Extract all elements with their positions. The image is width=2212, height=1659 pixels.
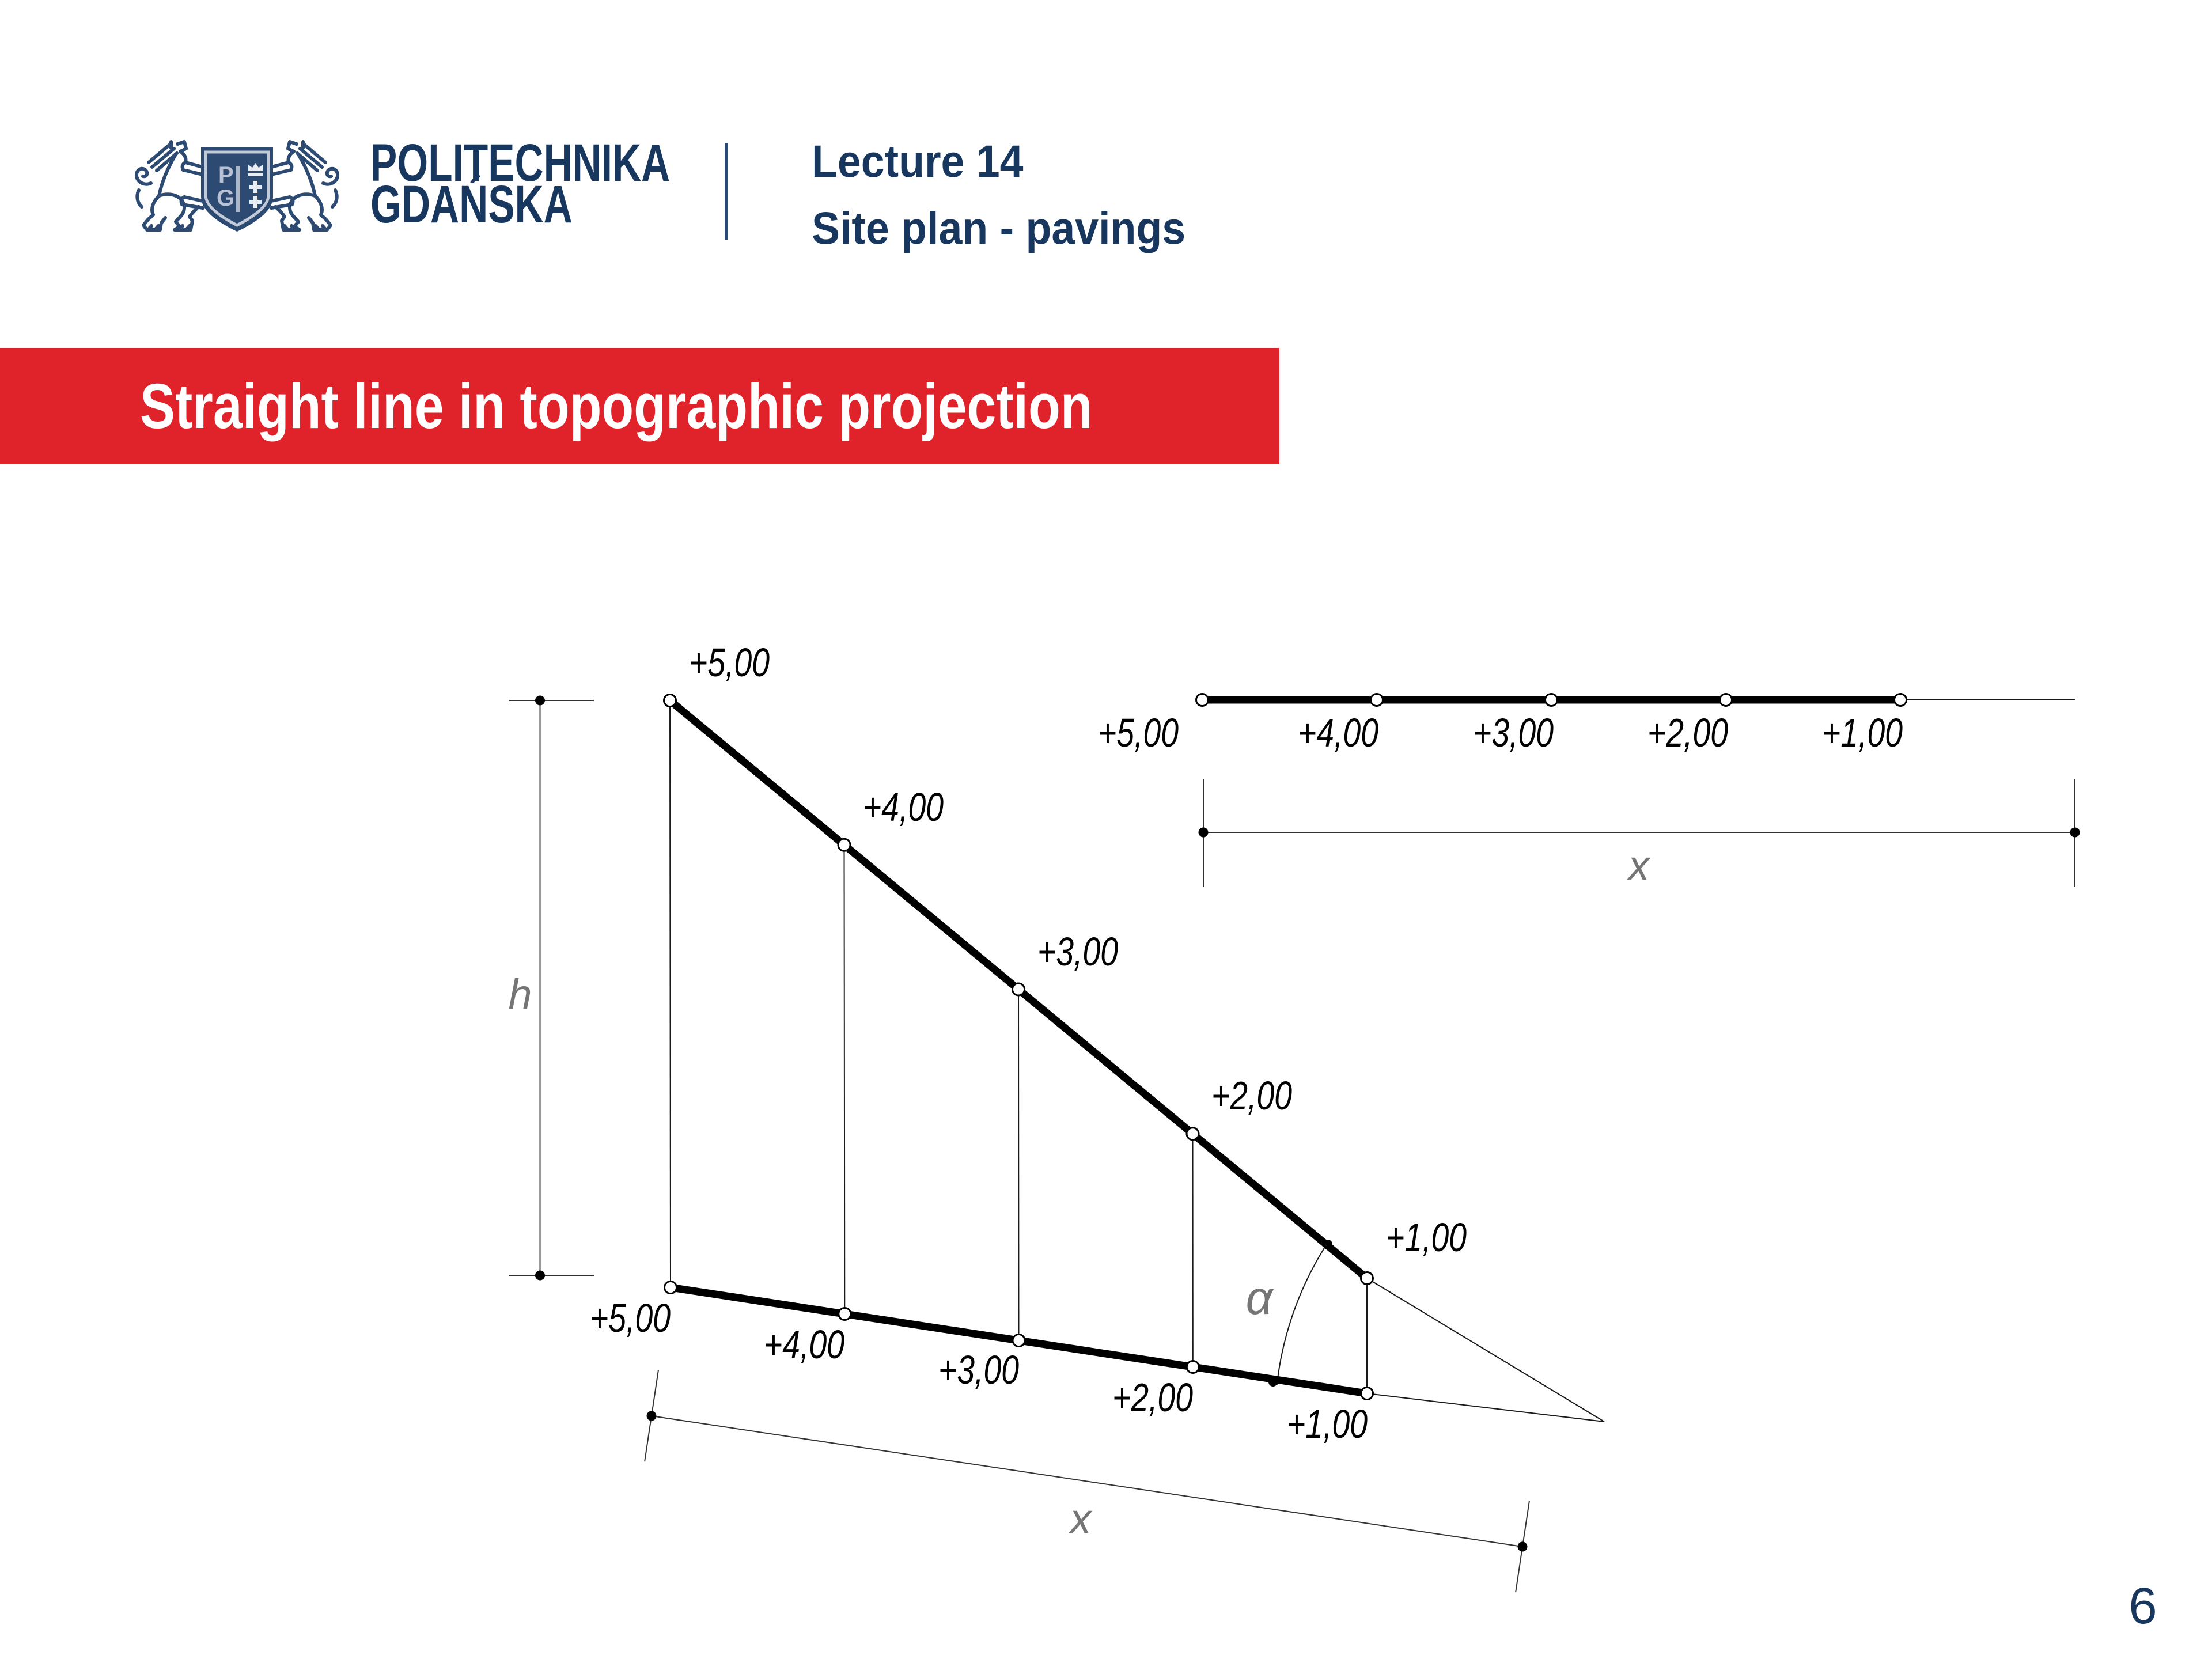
svg-text:P: P bbox=[218, 162, 234, 188]
svg-text:α: α bbox=[1246, 1272, 1274, 1324]
svg-text:+3,00: +3,00 bbox=[938, 1347, 1019, 1392]
svg-text:+1,00: +1,00 bbox=[1287, 1402, 1368, 1446]
svg-text:+1,00: +1,00 bbox=[1822, 710, 1903, 755]
svg-text:+3,00: +3,00 bbox=[1037, 929, 1118, 974]
svg-text:+4,00: +4,00 bbox=[863, 785, 944, 830]
svg-text:+3,00: +3,00 bbox=[1473, 710, 1554, 755]
svg-text:G: G bbox=[217, 185, 234, 211]
svg-text:+2,00: +2,00 bbox=[1647, 710, 1728, 755]
svg-text:+5,00: +5,00 bbox=[1098, 710, 1179, 755]
svg-text:+1,00: +1,00 bbox=[1386, 1215, 1467, 1260]
svg-text:x: x bbox=[1627, 842, 1652, 889]
svg-text:+2,00: +2,00 bbox=[1211, 1073, 1292, 1118]
svg-text:+5,00: +5,00 bbox=[590, 1296, 671, 1340]
svg-text:+5,00: +5,00 bbox=[689, 640, 770, 685]
svg-text:x: x bbox=[1069, 1495, 1093, 1543]
svg-text:+4,00: +4,00 bbox=[1298, 710, 1378, 755]
svg-text:+2,00: +2,00 bbox=[1112, 1375, 1193, 1420]
svg-text:h: h bbox=[508, 971, 532, 1018]
svg-text:+4,00: +4,00 bbox=[764, 1322, 844, 1367]
